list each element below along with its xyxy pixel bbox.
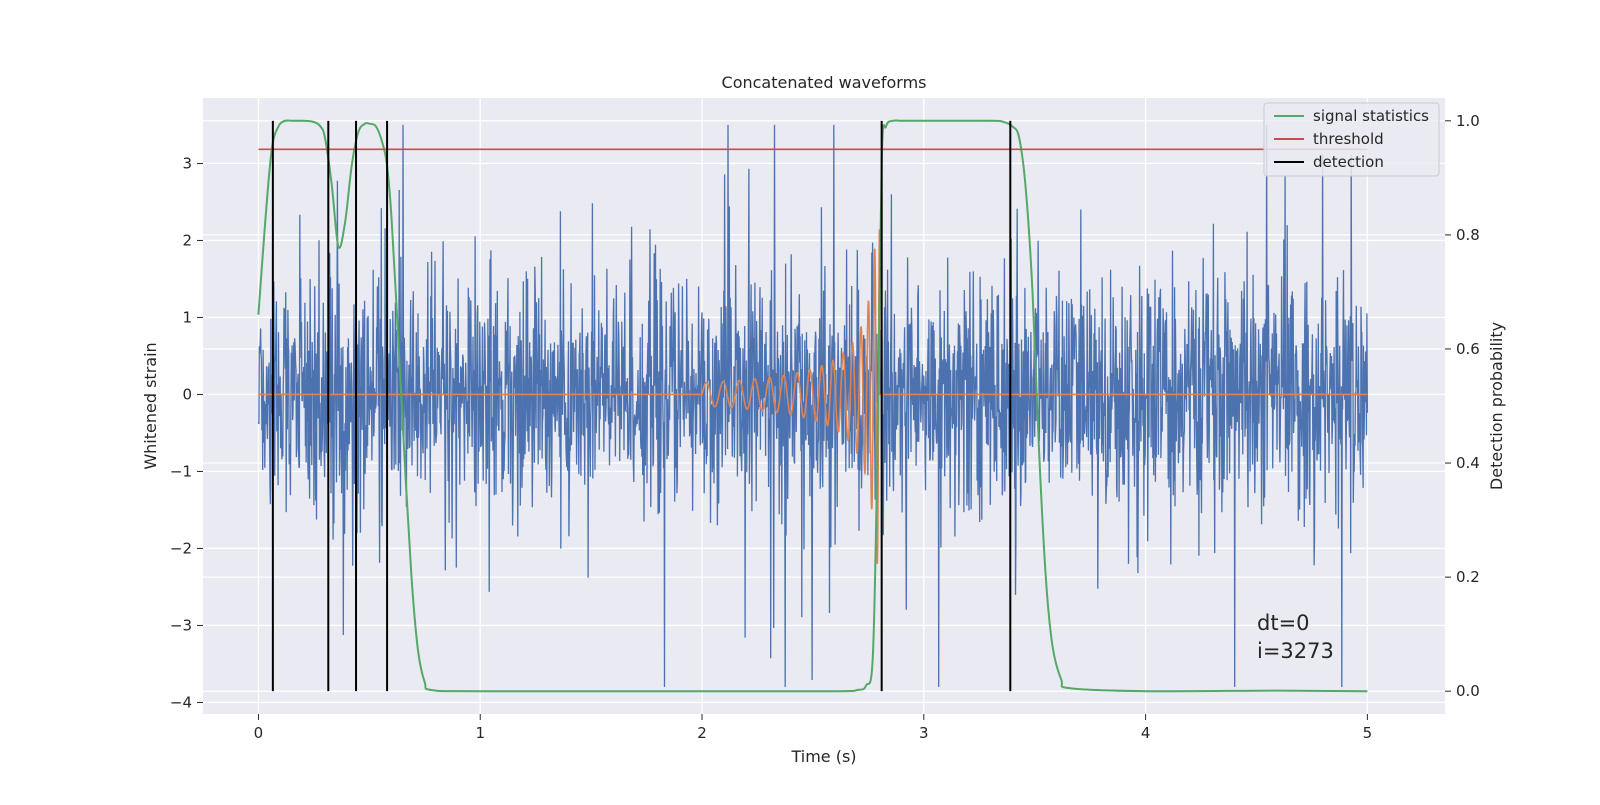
legend-box [1263, 102, 1440, 177]
y-left-tick-label: −4 [170, 693, 192, 711]
y-left-tick-label: −2 [170, 539, 192, 557]
strain-noise-line [257, 124, 1369, 688]
y-left-tick-label: 0 [182, 385, 192, 403]
x-tick-label: 5 [1363, 724, 1373, 742]
chirp-waveform-line [258, 229, 1368, 564]
y-right-tick-label: 1.0 [1456, 112, 1480, 130]
legend-label-threshold: threshold [1313, 130, 1384, 148]
x-tick-label: 0 [254, 724, 264, 742]
legend: signal statistics threshold detection [1263, 102, 1440, 177]
y-axis-label-right: Detection probability [1487, 322, 1506, 490]
x-tick-label: 2 [697, 724, 707, 742]
y-left-tick-label: 3 [182, 154, 192, 172]
y-right-tick-label: 0.2 [1456, 568, 1480, 586]
y-left-tick-label: 2 [182, 231, 192, 249]
legend-label-signal-statistics: signal statistics [1313, 107, 1429, 125]
x-axis-label: Time (s) [790, 747, 856, 766]
annotation-dt: dt=0 [1257, 611, 1310, 635]
x-tick-label: 1 [475, 724, 485, 742]
y-right-tick-label: 0.4 [1456, 454, 1480, 472]
y-right-tick-label: 0.6 [1456, 340, 1480, 358]
chart-title: Concatenated waveforms [722, 73, 927, 92]
y-left-tick-label: −3 [170, 616, 192, 634]
series-layer [257, 119, 1369, 693]
legend-label-detection: detection [1313, 153, 1384, 171]
x-tick-label: 4 [1141, 724, 1151, 742]
annotation-index: i=3273 [1257, 639, 1334, 663]
axes-layer: 0 1 2 3 4 5 −4 −3 −2 −1 0 1 2 3 0.0 0.2 0.4 0.6 0.8 1.0 [170, 112, 1480, 742]
y-left-tick-label: 1 [182, 308, 192, 326]
y-right-tick-label: 0.0 [1456, 682, 1480, 700]
y-right-tick-label: 0.8 [1456, 226, 1480, 244]
y-left-tick-label: −1 [170, 462, 192, 480]
y-axis-label-left: Whitened strain [141, 342, 160, 469]
x-tick-label: 3 [919, 724, 929, 742]
